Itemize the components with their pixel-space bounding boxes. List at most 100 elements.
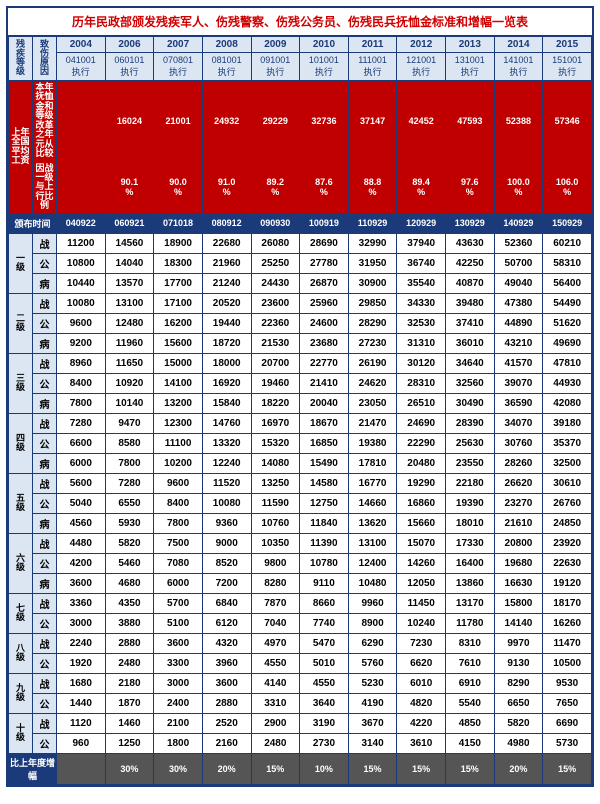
sub-7-0: 战 [33,633,57,653]
val-0-2-10: 56400 [543,273,592,293]
val-9-0-4: 2900 [251,713,300,733]
val-1-1-4: 22360 [251,313,300,333]
val-6-0-1: 4350 [105,593,154,613]
val-0-0-1: 14560 [105,233,154,253]
val-4-2-7: 15660 [397,513,446,533]
val-5-0-2: 7500 [154,533,203,553]
val-4-0-8: 22180 [446,473,495,493]
val-8-0-5: 4550 [300,673,349,693]
val-8-1-7: 4820 [397,693,446,713]
val-5-0-9: 20800 [494,533,543,553]
val-5-1-7: 14260 [397,553,446,573]
val-3-1-7: 22290 [397,433,446,453]
sub-4-2: 病 [33,513,57,533]
red-lbl-1b: 本年抚恤金和等级改革之年元从比较 [33,81,57,162]
avg-wage-5: 37147 [348,81,397,162]
val-2-2-6: 23050 [348,393,397,413]
ratio-9: 106.0% [543,161,592,213]
issue-date-5: 100919 [300,213,349,233]
val-1-1-6: 28290 [348,313,397,333]
val-6-1-0: 3000 [57,613,106,633]
val-9-0-6: 3670 [348,713,397,733]
ratio-7: 97.6% [446,161,495,213]
sub-6-0: 战 [33,593,57,613]
val-5-2-4: 8280 [251,573,300,593]
val-9-0-8: 4850 [446,713,495,733]
val-1-1-1: 12480 [105,313,154,333]
val-5-0-7: 15070 [397,533,446,553]
val-2-2-7: 26510 [397,393,446,413]
sub-9-1: 公 [33,733,57,753]
val-4-2-5: 11840 [300,513,349,533]
val-8-1-5: 3640 [300,693,349,713]
exec-9: 141001执行 [494,53,543,81]
val-8-0-4: 4140 [251,673,300,693]
val-3-2-5: 15490 [300,453,349,473]
val-0-0-0: 11200 [57,233,106,253]
val-4-2-10: 24850 [543,513,592,533]
val-4-2-1: 5930 [105,513,154,533]
sub-3-1: 公 [33,433,57,453]
val-3-2-10: 32500 [543,453,592,473]
val-7-0-2: 3600 [154,633,203,653]
val-1-0-2: 17100 [154,293,203,313]
val-2-1-5: 21410 [300,373,349,393]
val-0-1-0: 10800 [57,253,106,273]
val-9-0-3: 2520 [202,713,251,733]
year-2014: 2014 [494,37,543,53]
val-7-1-8: 7610 [446,653,495,673]
val-5-1-4: 9800 [251,553,300,573]
val-8-0-6: 5230 [348,673,397,693]
val-0-1-3: 21960 [202,253,251,273]
val-6-0-4: 7870 [251,593,300,613]
val-0-2-2: 17700 [154,273,203,293]
val-4-0-3: 11520 [202,473,251,493]
val-2-2-5: 20040 [300,393,349,413]
val-3-2-9: 28260 [494,453,543,473]
val-5-1-0: 4200 [57,553,106,573]
sub-2-2: 病 [33,393,57,413]
val-4-2-6: 13620 [348,513,397,533]
issue-time-label: 颁布时间 [9,213,57,233]
val-8-1-9: 6650 [494,693,543,713]
avg-wage-7: 47593 [446,81,495,162]
sub-8-1: 公 [33,693,57,713]
val-2-1-10: 44930 [543,373,592,393]
val-1-2-4: 21530 [251,333,300,353]
val-9-0-10: 6690 [543,713,592,733]
issue-date-1: 060921 [105,213,154,233]
val-1-1-0: 9600 [57,313,106,333]
val-0-1-7: 36740 [397,253,446,273]
exec-8: 131001执行 [446,53,495,81]
val-4-1-4: 11590 [251,493,300,513]
val-0-2-9: 49040 [494,273,543,293]
val-8-1-2: 2400 [154,693,203,713]
val-8-1-10: 7650 [543,693,592,713]
val-1-1-9: 44890 [494,313,543,333]
val-9-1-4: 2480 [251,733,300,753]
exec-4: 091001执行 [251,53,300,81]
hdr-cause: 致伤原因 [33,37,57,81]
footer-label: 比上年度增幅 [9,753,57,784]
avg-wage-1: 21001 [154,81,203,162]
ratio-5: 88.8% [348,161,397,213]
sub-2-1: 公 [33,373,57,393]
exec-2: 070801执行 [154,53,203,81]
val-8-1-1: 1870 [105,693,154,713]
year-2010: 2010 [300,37,349,53]
sub-9-0: 战 [33,713,57,733]
val-0-0-2: 18900 [154,233,203,253]
val-9-1-5: 2730 [300,733,349,753]
val-5-2-9: 16630 [494,573,543,593]
val-9-1-9: 4980 [494,733,543,753]
sub-8-0: 战 [33,673,57,693]
sub-0-0: 战 [33,233,57,253]
val-3-1-2: 11100 [154,433,203,453]
val-7-0-9: 9970 [494,633,543,653]
val-8-0-10: 9530 [543,673,592,693]
val-1-0-10: 54490 [543,293,592,313]
exec-10: 151001执行 [543,53,592,81]
val-1-0-8: 39480 [446,293,495,313]
val-6-0-9: 15800 [494,593,543,613]
val-1-1-7: 32530 [397,313,446,333]
